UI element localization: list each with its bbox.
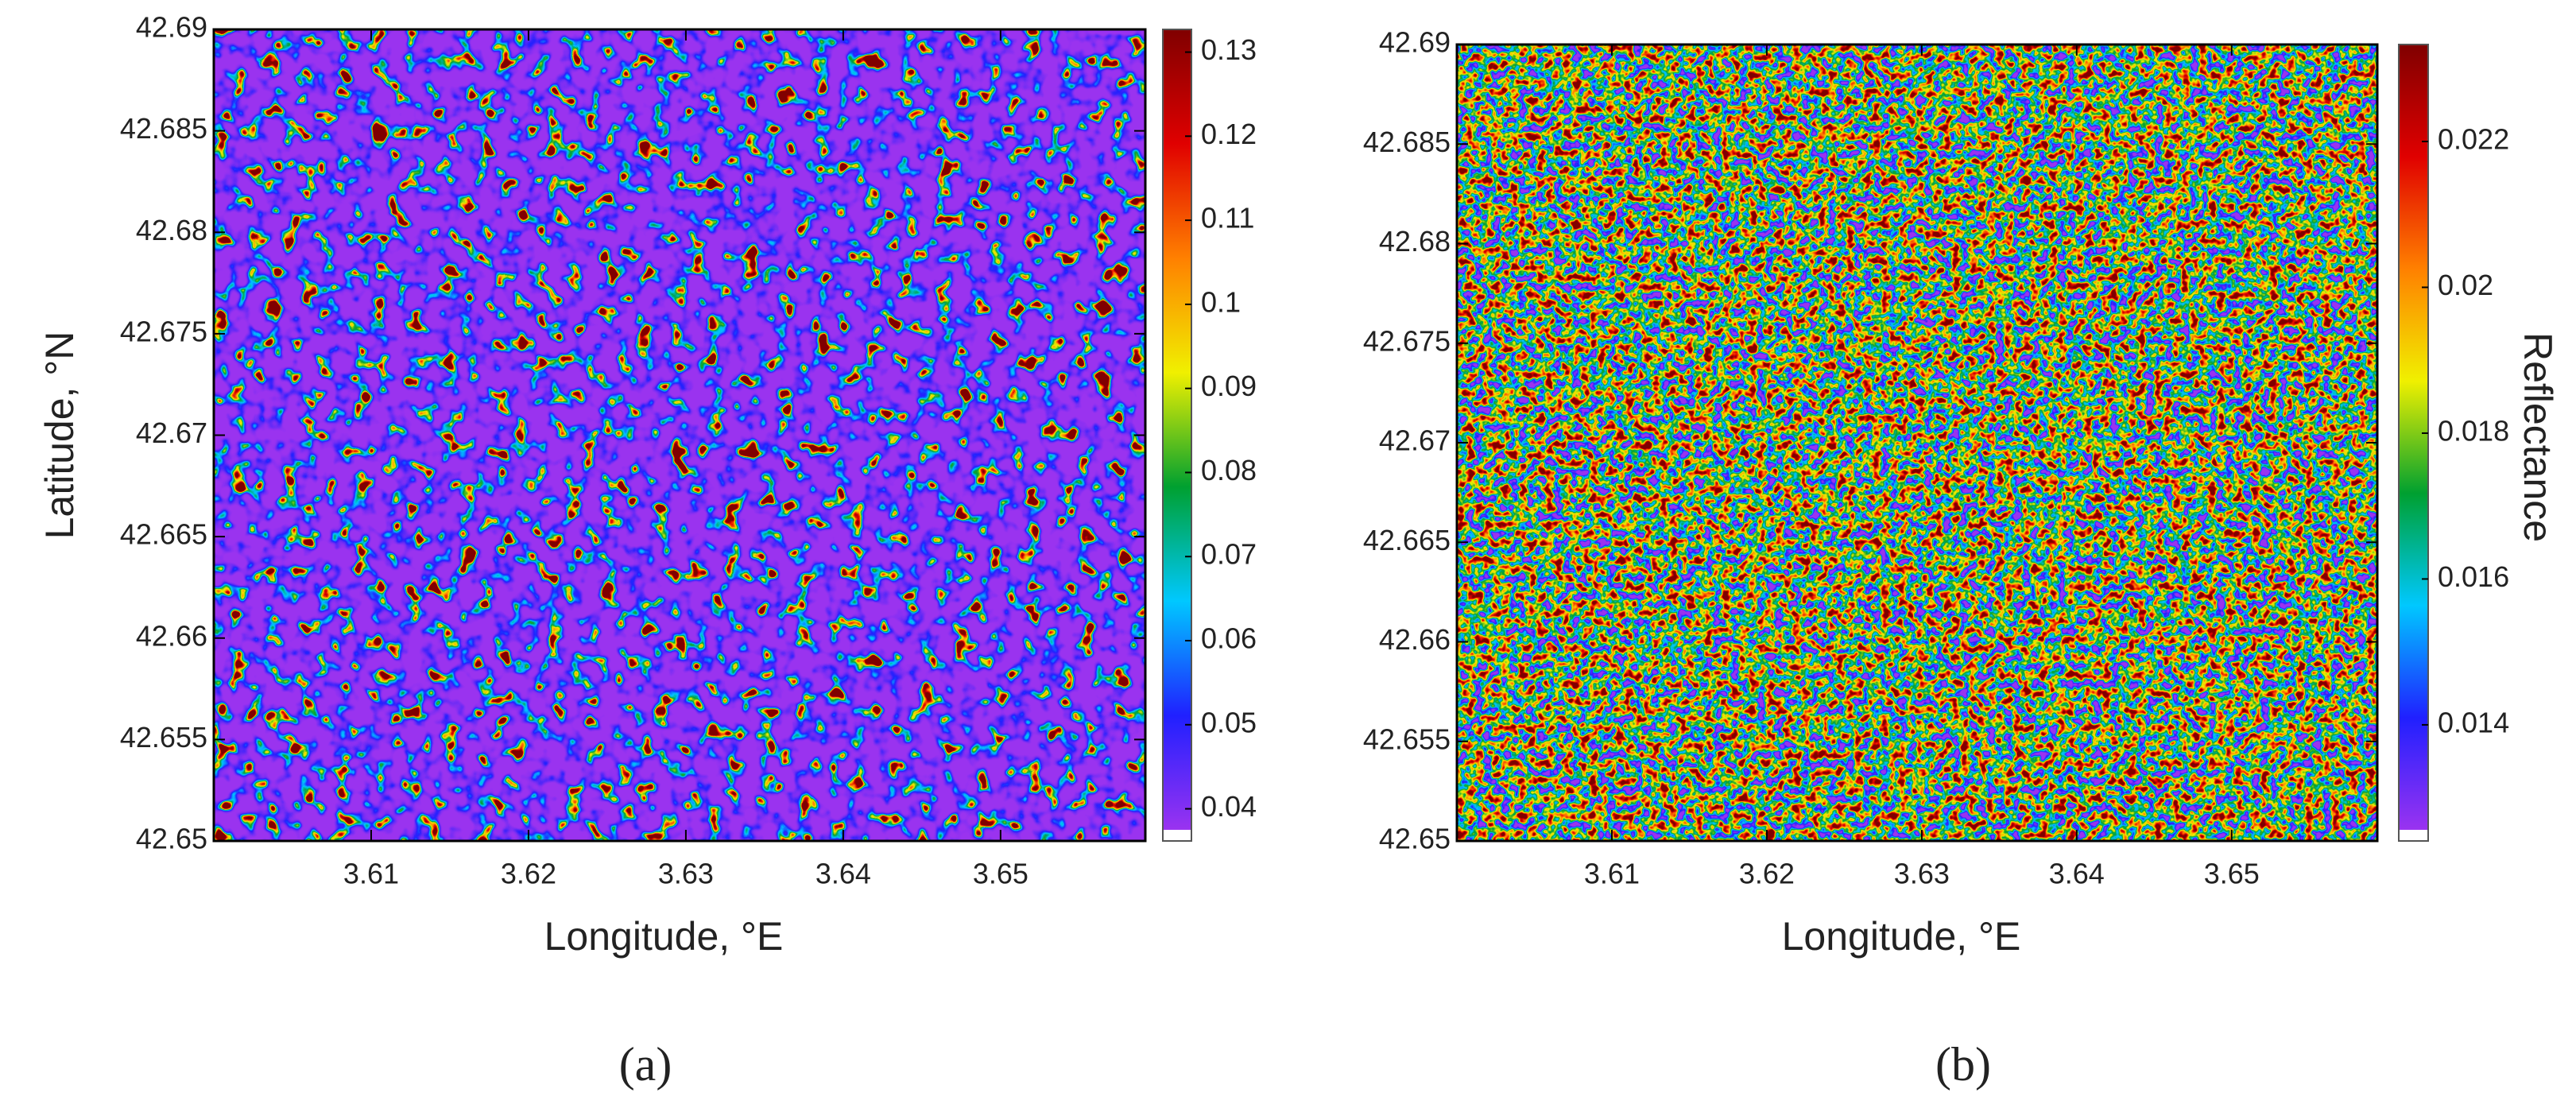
colorbar	[1163, 29, 1191, 830]
x-tick-label: 3.61	[343, 858, 399, 890]
colorbar-tick-label: 0.02	[2438, 269, 2493, 301]
y-tick-label: 42.67	[136, 417, 207, 449]
y-tick-label: 42.655	[1363, 723, 1451, 755]
colorbar-tick-label: 0.12	[1201, 118, 1257, 150]
y-tick-label: 42.65	[136, 823, 207, 855]
colorbar-tick-label: 0.11	[1201, 202, 1254, 234]
colorbar-tick-label: 0.022	[2438, 123, 2509, 156]
colorbar	[2399, 45, 2428, 830]
x-tick-label: 3.65	[2204, 858, 2260, 890]
panel-caption: (b)	[1935, 1038, 1991, 1091]
y-axis-label: Latitude, °N	[37, 331, 82, 540]
y-tick-label: 42.655	[120, 721, 207, 754]
y-tick-label: 42.65	[1379, 823, 1451, 855]
colorbar-tick-label: 0.05	[1201, 706, 1257, 738]
x-tick-label: 3.65	[973, 858, 1028, 890]
x-tick-label: 3.63	[658, 858, 714, 890]
heatmap-field	[214, 29, 1145, 841]
y-tick-label: 42.665	[120, 518, 207, 551]
colorbar-tick-label: 0.09	[1201, 370, 1257, 402]
y-tick-label: 42.665	[1363, 524, 1451, 556]
x-tick-label: 3.64	[2049, 858, 2105, 890]
colorbar-label: Reflectance	[2516, 332, 2560, 542]
x-axis-label: Longitude, °E	[1782, 914, 2021, 959]
y-tick-label: 42.66	[1379, 623, 1451, 656]
colorbar-tick-label: 0.014	[2438, 706, 2509, 738]
y-tick-label: 42.69	[1379, 26, 1451, 59]
y-tick-label: 42.69	[136, 11, 207, 44]
colorbar-tick-label: 0.07	[1201, 538, 1257, 571]
heatmap-field	[1457, 45, 2377, 841]
y-tick-label: 42.675	[120, 315, 207, 347]
y-tick-label: 42.685	[1363, 126, 1451, 158]
y-tick-label: 42.675	[1363, 324, 1451, 357]
y-tick-label: 42.68	[1379, 225, 1451, 258]
colorbar-tick-label: 0.018	[2438, 414, 2509, 447]
y-tick-label: 42.66	[136, 619, 207, 652]
y-tick-label: 42.68	[136, 214, 207, 246]
panel-caption: (a)	[619, 1038, 672, 1091]
colorbar-frame	[1162, 29, 1192, 842]
x-tick-label: 3.62	[1739, 858, 1795, 890]
x-axis-label: Longitude, °E	[544, 914, 784, 959]
colorbar-tick-label: 0.04	[1201, 790, 1257, 823]
x-tick-label: 3.64	[815, 858, 871, 890]
colorbar-tick-label: 0.08	[1201, 454, 1257, 486]
colorbar-tick-label: 0.13	[1201, 33, 1257, 66]
x-tick-label: 3.61	[1584, 858, 1640, 890]
colorbar-tick-label: 0.016	[2438, 560, 2509, 593]
colorbar-frame	[2398, 44, 2429, 842]
colorbar-tick-label: 0.1	[1201, 285, 1241, 318]
x-tick-label: 3.63	[1894, 858, 1950, 890]
x-tick-label: 3.62	[501, 858, 556, 890]
y-tick-label: 42.67	[1379, 424, 1451, 457]
y-tick-label: 42.685	[120, 112, 207, 145]
colorbar-tick-label: 0.06	[1201, 622, 1257, 655]
